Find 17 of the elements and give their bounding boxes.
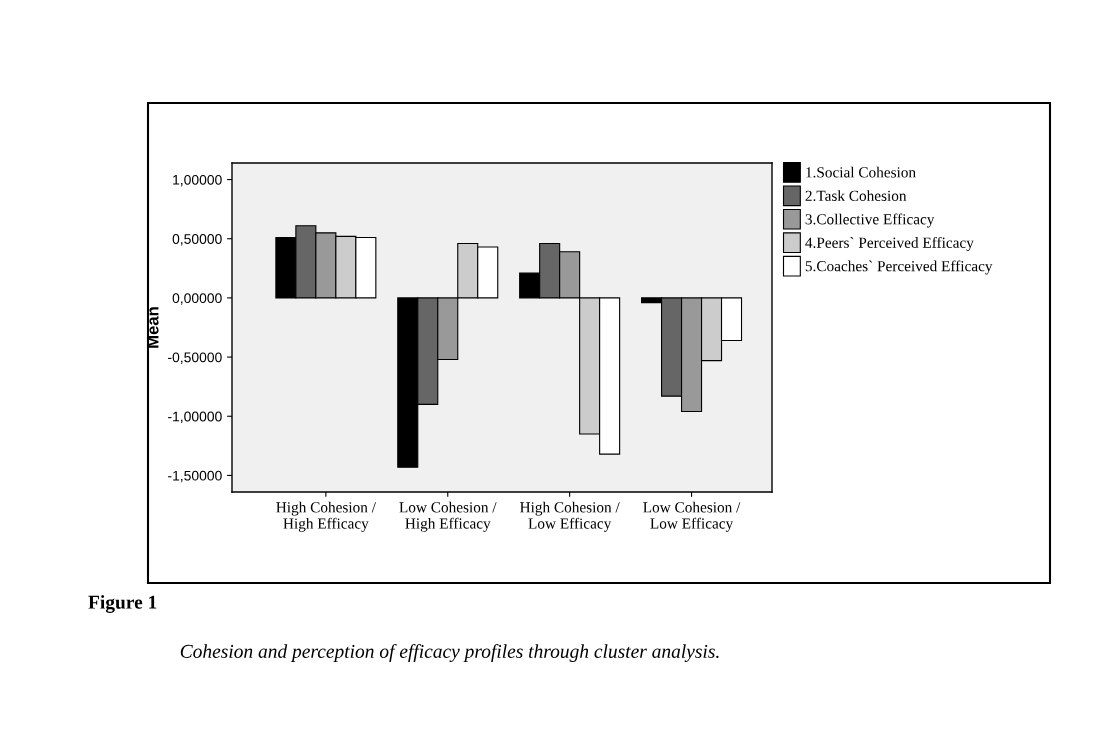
x-tick-label: High Cohesion / High Efficacy <box>276 501 376 532</box>
legend-label: 1.Social Cohesion <box>806 166 916 178</box>
x-tick-label: Low Cohesion / High Efficacy <box>399 501 497 532</box>
y-tick-label: 1,00000 <box>173 174 222 187</box>
legend-label: 4.Peers` Perceived Efficacy <box>805 236 974 251</box>
text: Cohesion and perception of efficacy profiles through cluster analysis. <box>180 644 719 662</box>
x-tick-label: High Cohesion / Low Efficacy <box>520 501 620 532</box>
y-tick-label: -0,50000 <box>168 352 222 364</box>
legend-label: 2.Task Cohesion <box>805 190 907 202</box>
y-tick-label: 0,00000 <box>172 293 222 305</box>
caption: Figure 1 <box>88 595 157 613</box>
y-tick-label: -1,00000 <box>168 411 222 424</box>
y-tick-label: 0,50000 <box>172 234 222 246</box>
x-tick-label: Low Cohesion / Low Efficacy <box>643 501 741 532</box>
legend-label: 5.Coaches` Perceived Efficacy <box>805 260 993 275</box>
legend-label: 3.Collective Efficacy <box>805 213 935 228</box>
y-tick-label: -1,50000 <box>168 470 222 483</box>
